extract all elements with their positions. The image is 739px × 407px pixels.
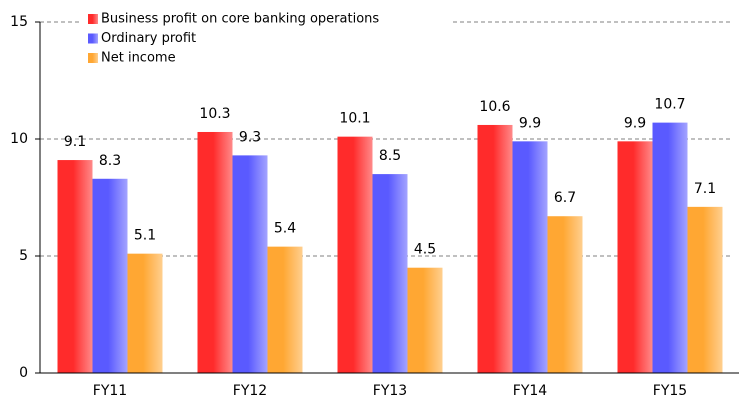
legend-swatch [88,53,98,63]
bar [652,122,688,374]
data-label: 7.1 [694,181,716,197]
x-tick-label: FY14 [513,383,548,399]
bar [687,206,723,373]
legend-label: Ordinary profit [101,31,196,46]
x-tick-label: FY13 [373,383,407,399]
data-label: 8.5 [379,148,401,164]
data-label: 9.1 [64,134,86,150]
data-label: 9.3 [239,129,261,145]
y-tick-label: 0 [19,365,28,381]
y-tick-label: 15 [10,14,28,30]
bar [197,131,233,373]
bar [512,141,548,373]
legend: Business profit on core banking operatio… [80,8,450,70]
x-tick-label: FY12 [233,383,267,399]
bar [477,124,513,374]
legend-swatch [88,14,98,24]
bar [547,216,583,373]
bar [617,141,653,373]
bar [267,246,303,373]
data-label: 10.1 [339,111,370,127]
data-label: 9.9 [624,115,646,131]
data-label: 5.1 [134,228,156,244]
x-tick-label: FY15 [653,383,687,399]
data-label: 8.3 [99,153,121,169]
bar [407,267,443,373]
x-tick-label: FY11 [93,383,127,399]
bar [372,174,408,373]
data-label: 10.7 [654,97,685,113]
bar [57,160,93,373]
data-label: 4.5 [414,242,436,258]
legend-swatch [88,33,98,44]
legend-background [80,8,450,70]
bar [337,136,373,373]
data-label: 10.6 [479,99,510,115]
bar [127,253,163,373]
data-label: 9.9 [519,115,541,131]
data-label: 6.7 [554,190,576,206]
data-label: 5.4 [274,221,296,237]
bar [232,155,268,373]
legend-label: Net income [101,51,176,66]
legend-label: Business profit on core banking operatio… [101,12,379,27]
y-tick-label: 5 [19,248,28,264]
y-tick-label: 10 [10,131,28,147]
data-label: 10.3 [199,106,230,122]
bar [92,178,128,373]
